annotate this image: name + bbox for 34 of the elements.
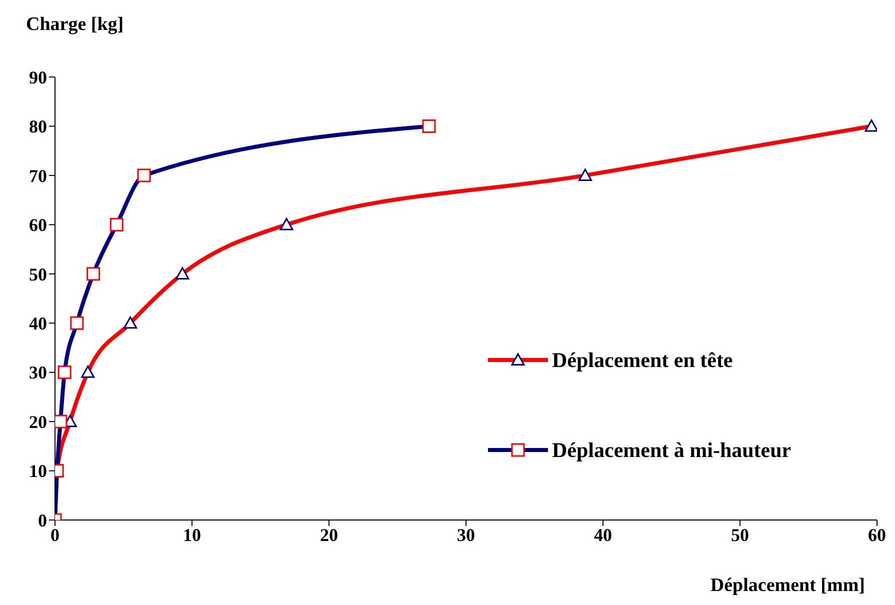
point [176,267,190,280]
y-tick-label: 80 [29,116,47,137]
y-tick-label: 10 [29,461,47,482]
y-tick-label: 90 [29,67,47,88]
point [280,218,294,230]
point [70,316,84,330]
x-tick-label: 50 [731,524,749,545]
y-axis-title: Charge [kg] [26,14,124,36]
point [86,267,100,281]
x-tick-label: 0 [50,524,60,545]
y-tick-label: 70 [29,166,47,186]
point [124,316,138,329]
point [864,119,877,132]
point [578,168,592,181]
point [55,414,68,428]
legend-label: Déplacement à mi-hauteur [552,438,792,462]
x-tick-label: 30 [457,524,475,545]
x-tick-label: 20 [320,524,338,545]
y-tick-label: 20 [29,412,47,432]
x-axis-title: Déplacement [mm] [710,575,865,597]
y-tick-label: 60 [29,215,47,236]
point [81,366,95,378]
y-tick-label: 40 [29,314,47,334]
point [422,119,436,133]
legend-label: Déplacement en tête [552,348,733,372]
x-tick-label: 60 [868,524,886,545]
point [58,366,72,380]
x-tick-label: 10 [183,524,201,545]
y-tick-label: 50 [29,264,47,284]
y-tick-label: 0 [38,510,47,530]
point [137,168,151,182]
y-tick-label: 30 [29,362,47,383]
point [110,218,124,232]
x-tick-label: 40 [594,524,612,545]
